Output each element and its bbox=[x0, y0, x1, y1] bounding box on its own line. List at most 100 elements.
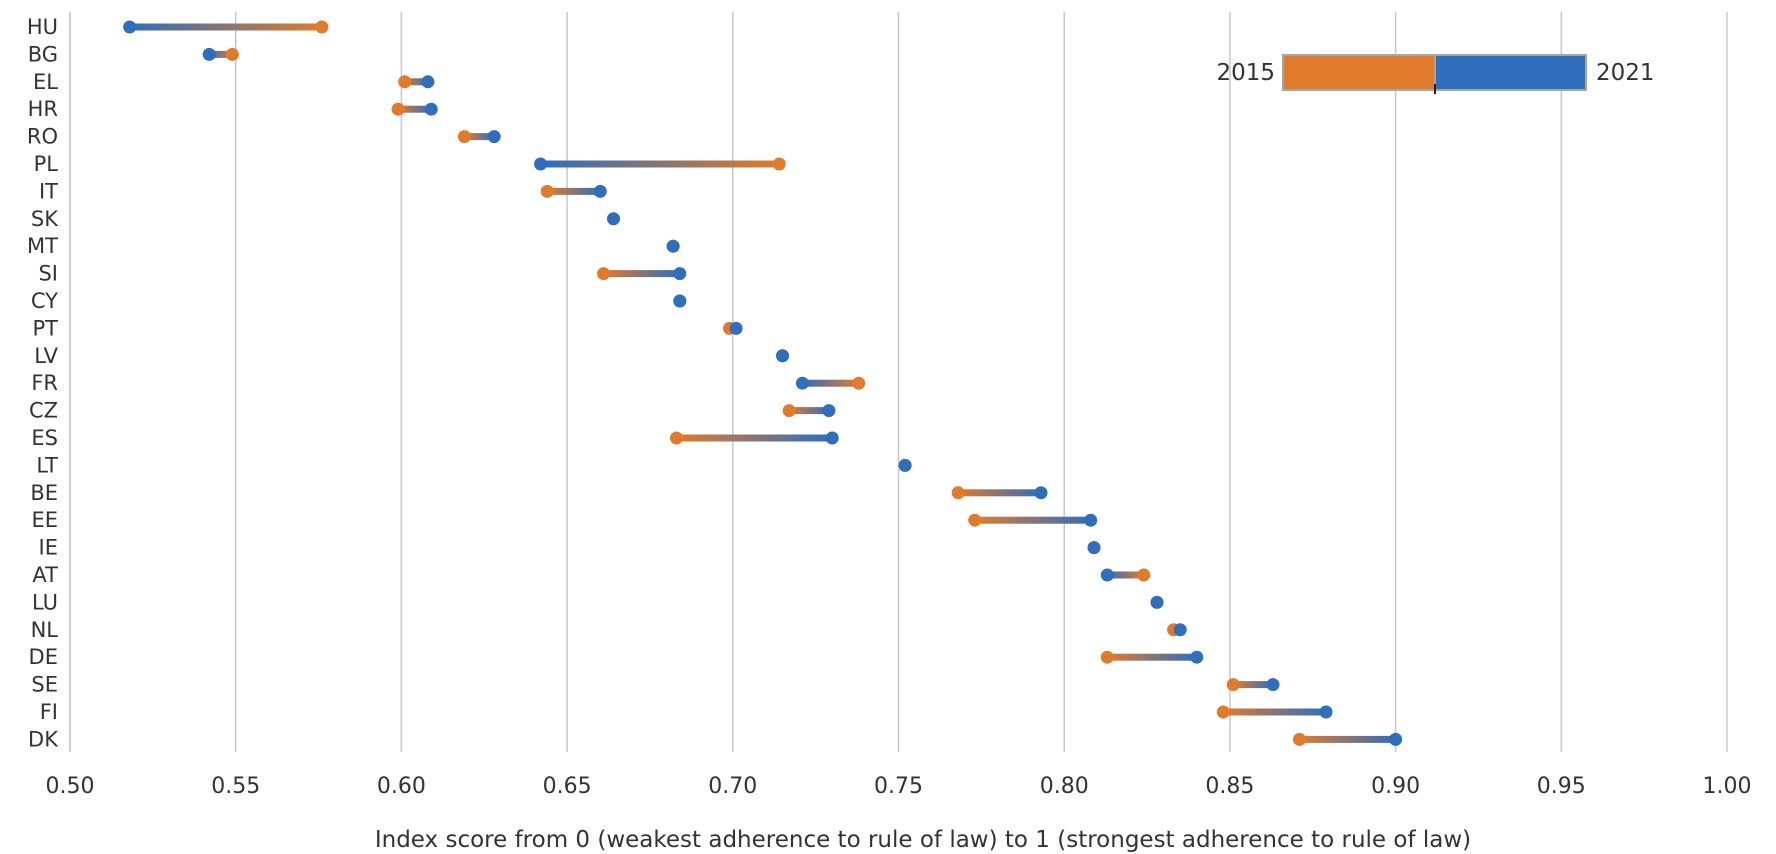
grid-layer bbox=[234, 12, 1728, 752]
point-2015 bbox=[968, 513, 982, 527]
category-label: RO bbox=[27, 125, 58, 149]
category-label: AT bbox=[32, 563, 58, 587]
point-2021 bbox=[1173, 623, 1187, 637]
change-bar bbox=[802, 379, 859, 387]
point-2021 bbox=[673, 267, 687, 281]
category-label: IE bbox=[39, 536, 58, 560]
category-label: DK bbox=[28, 727, 59, 751]
x-tick-label: 0.60 bbox=[377, 774, 426, 799]
x-tick-labels: 0.50 0.55 0.60 0.65 0.70 0.75 0.80 0.85 0.90 0.95… bbox=[46, 774, 1752, 799]
x-tick-label: 0.50 bbox=[46, 774, 95, 799]
point-2021 bbox=[123, 20, 137, 34]
point-2021 bbox=[673, 294, 687, 308]
category-label: EL bbox=[33, 70, 58, 94]
change-bar bbox=[789, 407, 829, 415]
point-2021 bbox=[202, 47, 216, 61]
category-label: SK bbox=[31, 207, 59, 231]
category-label: LU bbox=[32, 590, 58, 614]
point-2021 bbox=[1034, 486, 1048, 500]
point-2015 bbox=[398, 75, 412, 89]
legend-label-2015: 2015 bbox=[1216, 60, 1275, 86]
point-2015 bbox=[391, 102, 405, 116]
x-tick-label: 0.90 bbox=[1371, 774, 1420, 799]
category-label: FR bbox=[31, 371, 58, 395]
x-tick-label: 0.95 bbox=[1537, 774, 1586, 799]
point-2015 bbox=[1137, 568, 1151, 582]
category-label: HU bbox=[27, 15, 58, 39]
change-bar bbox=[1107, 571, 1144, 579]
change-bar bbox=[540, 160, 780, 168]
point-2015 bbox=[1292, 732, 1306, 746]
category-label: BG bbox=[28, 42, 58, 66]
category-label: ES bbox=[31, 426, 58, 450]
x-tick-label: 1.00 bbox=[1703, 774, 1752, 799]
point-2015 bbox=[772, 157, 786, 171]
point-2015 bbox=[782, 404, 796, 418]
point-2021 bbox=[424, 102, 438, 116]
point-2021 bbox=[729, 321, 743, 335]
point-2015 bbox=[225, 47, 239, 61]
category-label: SE bbox=[31, 673, 58, 697]
change-bar bbox=[547, 187, 601, 195]
category-label: NL bbox=[31, 618, 59, 642]
point-2015 bbox=[457, 130, 471, 144]
change-bar bbox=[129, 23, 322, 31]
change-bar bbox=[1223, 708, 1327, 716]
point-2021 bbox=[825, 431, 839, 445]
point-2021 bbox=[1150, 595, 1164, 609]
legend-swatch-2021 bbox=[1434, 54, 1587, 91]
change-bar bbox=[398, 105, 432, 113]
category-labels: HU BG EL HR RO PL IT SK MT SI CY PT LV FR CZ ES LT BE EE IE… bbox=[27, 15, 59, 751]
change-bar bbox=[464, 133, 495, 141]
point-2021 bbox=[534, 157, 548, 171]
point-2021 bbox=[1087, 541, 1101, 555]
change-bar bbox=[958, 489, 1042, 497]
legend: 2015 2021 bbox=[1216, 54, 1655, 94]
point-2021 bbox=[795, 376, 809, 390]
category-label: LV bbox=[34, 344, 58, 368]
point-2021 bbox=[898, 458, 912, 472]
legend-label-2021: 2021 bbox=[1596, 60, 1655, 86]
category-label: DE bbox=[29, 645, 58, 669]
change-bar bbox=[676, 434, 833, 442]
legend-swatch-2015 bbox=[1282, 54, 1436, 91]
point-2021 bbox=[1319, 705, 1333, 719]
point-2021 bbox=[1100, 568, 1114, 582]
category-label: FI bbox=[40, 700, 58, 724]
x-tick-label: 0.65 bbox=[543, 774, 592, 799]
change-bar bbox=[209, 50, 233, 58]
category-label: PT bbox=[33, 316, 59, 340]
point-2021 bbox=[666, 239, 680, 253]
point-2015 bbox=[1100, 650, 1114, 664]
point-2021 bbox=[606, 212, 620, 226]
change-bar bbox=[974, 516, 1091, 524]
category-label: PL bbox=[34, 152, 59, 176]
category-label: CY bbox=[31, 289, 58, 313]
x-tick-label: 0.75 bbox=[874, 774, 923, 799]
x-tick-label: 0.55 bbox=[211, 774, 260, 799]
point-2015 bbox=[540, 184, 554, 198]
point-2021 bbox=[1389, 732, 1403, 746]
point-2021 bbox=[487, 130, 501, 144]
change-bar bbox=[1107, 653, 1197, 661]
change-bar bbox=[1233, 681, 1273, 689]
category-label: MT bbox=[27, 234, 58, 258]
x-tick-label: 0.85 bbox=[1205, 774, 1254, 799]
change-bar bbox=[1299, 735, 1396, 743]
point-2021 bbox=[421, 75, 435, 89]
point-2015 bbox=[1226, 678, 1240, 692]
category-label: SI bbox=[38, 262, 58, 286]
category-label: BE bbox=[30, 481, 58, 505]
point-2021 bbox=[1266, 678, 1280, 692]
point-2015 bbox=[1216, 705, 1230, 719]
change-bar bbox=[404, 78, 428, 86]
x-axis-title: Index score from 0 (weakest adherence to… bbox=[375, 827, 1471, 853]
point-2015 bbox=[669, 431, 683, 445]
category-label: EE bbox=[31, 508, 58, 532]
marks-layer bbox=[123, 20, 1403, 746]
point-2021 bbox=[776, 349, 790, 363]
x-tick-label: 0.70 bbox=[708, 774, 757, 799]
point-2021 bbox=[1190, 650, 1204, 664]
category-label: CZ bbox=[29, 399, 58, 423]
